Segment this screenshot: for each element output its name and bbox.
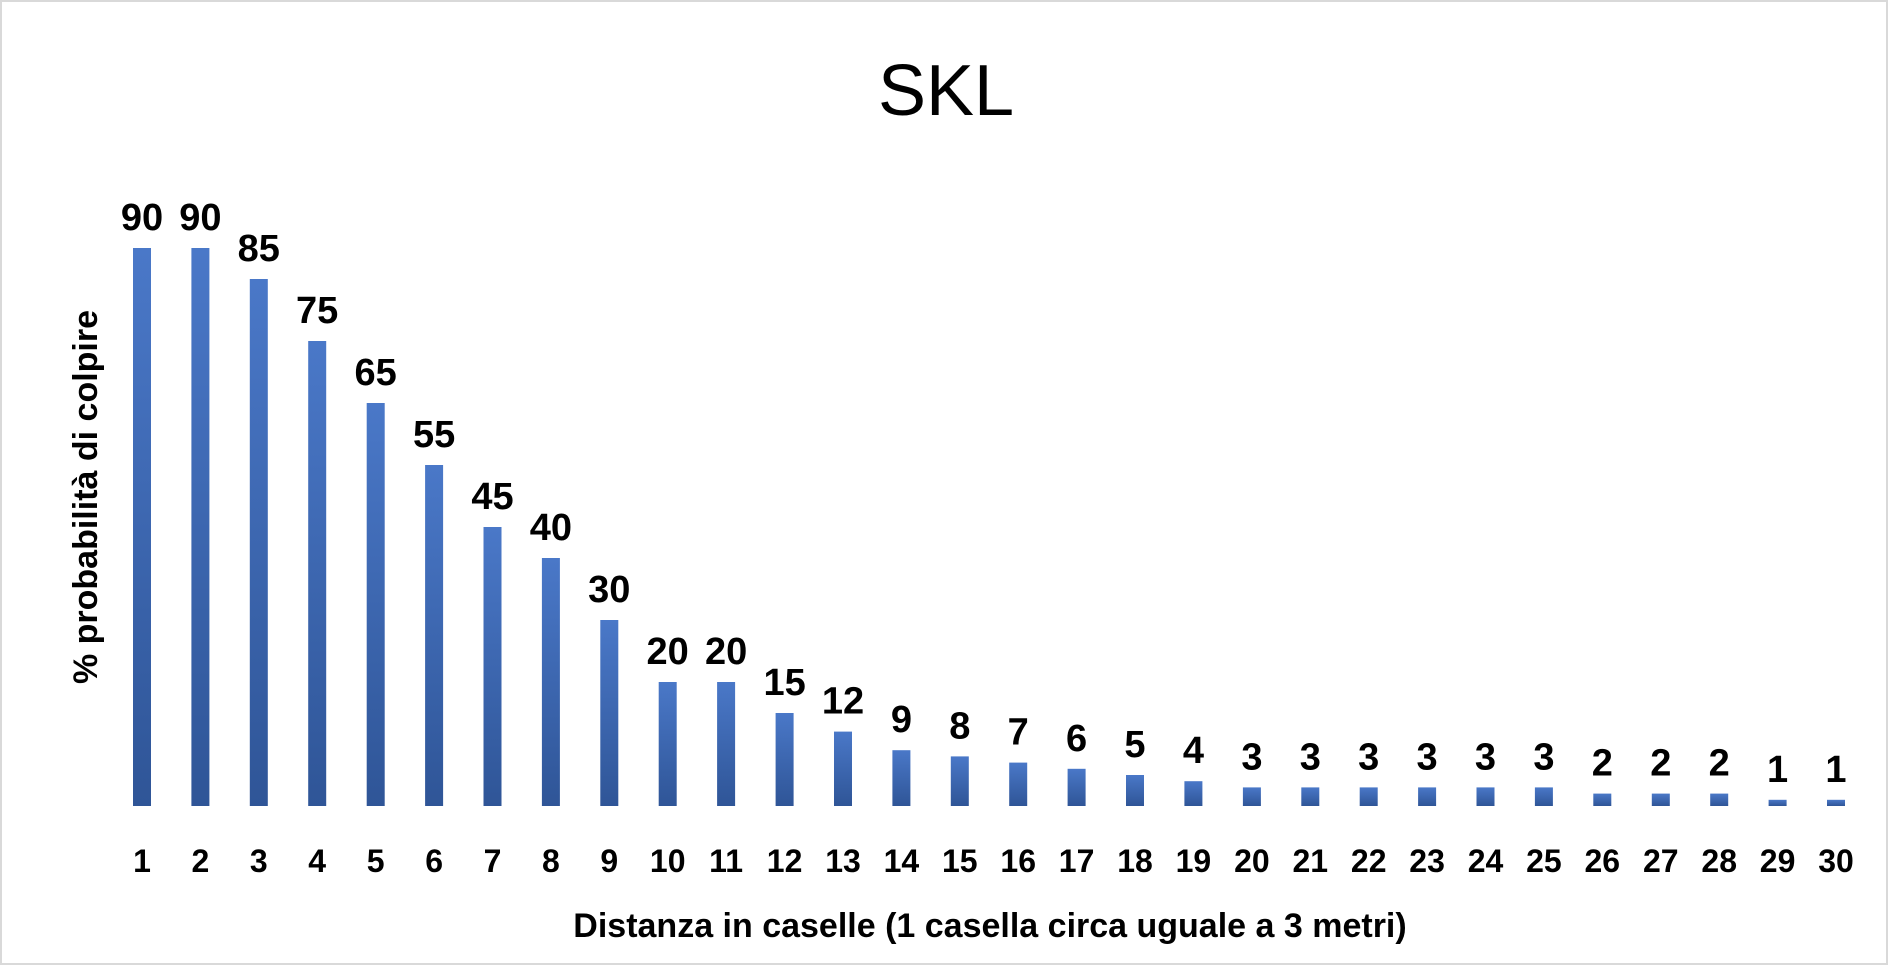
x-tick-12: 12 <box>767 843 803 879</box>
data-label-19: 4 <box>1183 730 1204 772</box>
bar-30 <box>1827 799 1845 806</box>
x-tick-28: 28 <box>1701 843 1737 879</box>
bar-15 <box>950 756 969 806</box>
bar-10 <box>658 682 677 806</box>
x-tick-22: 22 <box>1351 843 1387 879</box>
x-tick-16: 16 <box>1000 843 1036 879</box>
data-label-20: 3 <box>1241 736 1262 778</box>
x-tick-4: 4 <box>308 843 326 879</box>
x-tick-21: 21 <box>1293 843 1329 879</box>
data-label-8: 40 <box>530 507 572 549</box>
data-label-25: 3 <box>1533 736 1554 778</box>
x-tick-10: 10 <box>650 843 686 879</box>
data-label-18: 5 <box>1124 724 1145 766</box>
bar-1 <box>133 248 151 806</box>
x-tick-9: 9 <box>600 843 618 879</box>
x-tick-11: 11 <box>709 843 743 879</box>
bar-12 <box>775 713 794 806</box>
data-label-10: 20 <box>647 631 689 673</box>
bar-7 <box>483 527 502 806</box>
x-tick-13: 13 <box>825 843 861 879</box>
bar-5 <box>366 403 385 806</box>
bar-19 <box>1184 781 1203 806</box>
data-label-5: 65 <box>355 352 397 394</box>
bar-22 <box>1359 787 1378 806</box>
x-tick-26: 26 <box>1585 843 1621 879</box>
x-tick-17: 17 <box>1059 843 1095 879</box>
data-label-13: 12 <box>822 681 864 723</box>
data-label-6: 55 <box>413 414 455 456</box>
bar-29 <box>1768 799 1787 806</box>
bar-4 <box>308 341 327 806</box>
x-tick-24: 24 <box>1468 843 1504 879</box>
chart-title: SKL <box>878 51 1014 131</box>
data-label-3: 85 <box>238 228 280 270</box>
bar-24 <box>1476 787 1495 806</box>
data-label-16: 7 <box>1008 712 1029 754</box>
x-tick-23: 23 <box>1409 843 1445 879</box>
x-tick-18: 18 <box>1117 843 1153 879</box>
bar-3 <box>249 279 268 806</box>
data-label-27: 2 <box>1650 743 1671 785</box>
x-tick-27: 27 <box>1643 843 1679 879</box>
data-label-21: 3 <box>1300 736 1321 778</box>
bar-23 <box>1418 787 1437 806</box>
data-label-7: 45 <box>471 476 513 518</box>
bar-8 <box>541 558 560 806</box>
x-tick-7: 7 <box>484 843 502 879</box>
data-label-28: 2 <box>1709 743 1730 785</box>
x-tick-6: 6 <box>425 843 443 879</box>
bar-28 <box>1710 793 1729 806</box>
data-label-12: 15 <box>763 662 805 704</box>
bar-16 <box>1009 762 1028 806</box>
data-label-1: 90 <box>121 197 163 239</box>
bar-27 <box>1651 793 1670 806</box>
bar-2 <box>191 248 210 806</box>
data-label-23: 3 <box>1417 736 1438 778</box>
bar-26 <box>1593 793 1612 806</box>
data-label-22: 3 <box>1358 736 1379 778</box>
data-label-29: 1 <box>1767 749 1788 791</box>
bar-13 <box>834 731 852 806</box>
x-tick-2: 2 <box>192 843 210 879</box>
x-tick-25: 25 <box>1526 843 1562 879</box>
bar-11 <box>717 682 736 806</box>
data-label-4: 75 <box>296 290 338 332</box>
bar-21 <box>1301 787 1320 806</box>
x-tick-15: 15 <box>942 843 978 879</box>
data-label-26: 2 <box>1592 743 1613 785</box>
data-label-14: 9 <box>891 699 912 741</box>
bars-layer <box>133 248 1845 806</box>
bar-6 <box>425 465 444 806</box>
bar-17 <box>1067 768 1086 806</box>
x-tick-labels: 1 2 3 4 5 6 7 8 9 10 11 12 13 14 15 16 17 18 19 20 21 22 23 24 2… <box>133 843 1854 879</box>
data-label-30: 1 <box>1825 749 1846 791</box>
bar-25 <box>1534 787 1553 806</box>
bar-18 <box>1126 775 1144 806</box>
bar-9 <box>600 620 619 806</box>
data-label-11: 20 <box>705 631 747 673</box>
x-tick-30: 30 <box>1818 843 1854 879</box>
data-label-2: 90 <box>179 197 221 239</box>
data-label-24: 3 <box>1475 736 1496 778</box>
data-label-9: 30 <box>588 569 630 611</box>
bar-20 <box>1242 787 1261 806</box>
data-label-15: 8 <box>949 705 970 747</box>
x-tick-3: 3 <box>250 843 268 879</box>
x-tick-20: 20 <box>1234 843 1270 879</box>
x-tick-8: 8 <box>542 843 560 879</box>
bar-14 <box>892 750 911 806</box>
x-tick-5: 5 <box>367 843 385 879</box>
data-label-17: 6 <box>1066 718 1087 760</box>
x-tick-29: 29 <box>1760 843 1796 879</box>
y-axis-label: % probabilità di colpire <box>67 310 105 684</box>
x-tick-14: 14 <box>884 843 920 879</box>
x-tick-19: 19 <box>1176 843 1212 879</box>
x-axis-label: Distanza in caselle (1 casella circa ugu… <box>573 907 1406 945</box>
x-tick-1: 1 <box>133 843 151 879</box>
